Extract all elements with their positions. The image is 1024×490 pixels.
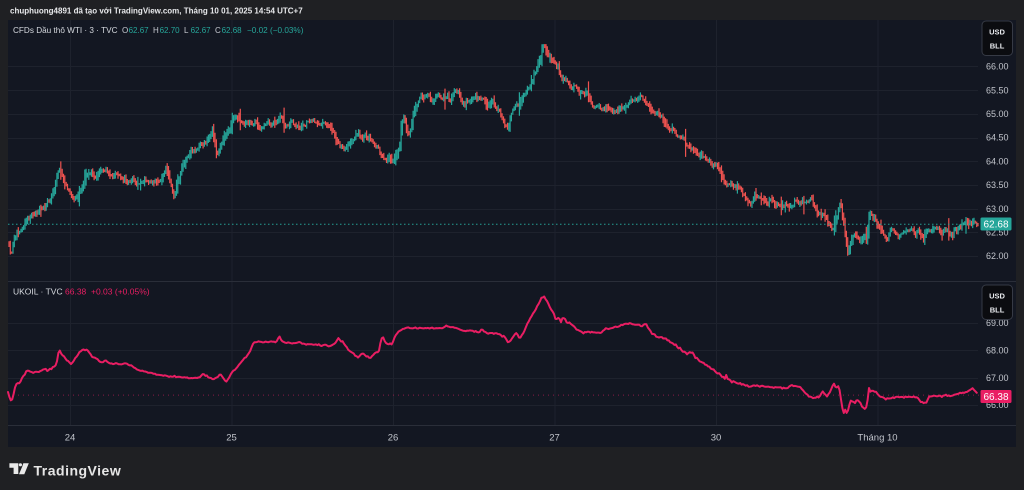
svg-text:C: C bbox=[215, 26, 221, 35]
svg-text:−0.02 (−0.03%): −0.02 (−0.03%) bbox=[247, 26, 304, 35]
svg-text:64.00: 64.00 bbox=[986, 156, 1009, 166]
svg-text:62.68: 62.68 bbox=[984, 220, 1009, 231]
svg-text:L: L bbox=[184, 26, 189, 35]
svg-text:63.00: 63.00 bbox=[986, 204, 1009, 214]
svg-text:30: 30 bbox=[711, 433, 722, 444]
svg-text:62.67: 62.67 bbox=[129, 26, 150, 35]
svg-text:+0.03 (+0.05%): +0.03 (+0.05%) bbox=[91, 287, 150, 297]
svg-text:66.00: 66.00 bbox=[986, 400, 1009, 410]
svg-text:TradingView: TradingView bbox=[34, 462, 122, 478]
svg-text:Tháng 10: Tháng 10 bbox=[857, 433, 897, 444]
svg-text:H: H bbox=[153, 26, 159, 35]
svg-text:O: O bbox=[122, 26, 128, 35]
svg-text:65.00: 65.00 bbox=[986, 109, 1009, 119]
svg-text:27: 27 bbox=[549, 433, 560, 444]
svg-text:68.00: 68.00 bbox=[986, 345, 1009, 355]
svg-text:BLL: BLL bbox=[990, 306, 1005, 315]
svg-text:65.50: 65.50 bbox=[986, 85, 1009, 95]
svg-text:26: 26 bbox=[388, 433, 399, 444]
svg-text:chuphuong4891 đã tạo với Tradi: chuphuong4891 đã tạo với TradingView.com… bbox=[10, 7, 303, 16]
svg-text:62.68: 62.68 bbox=[222, 26, 243, 35]
svg-text:63.50: 63.50 bbox=[986, 180, 1009, 190]
svg-text:62.50: 62.50 bbox=[986, 228, 1009, 238]
svg-text:66.38: 66.38 bbox=[984, 392, 1009, 403]
svg-text:24: 24 bbox=[65, 433, 76, 444]
svg-text:USD: USD bbox=[989, 292, 1005, 301]
svg-text:66.38: 66.38 bbox=[65, 287, 87, 297]
svg-text:UKOIL · TVC: UKOIL · TVC bbox=[13, 287, 63, 297]
svg-text:62.67: 62.67 bbox=[191, 26, 212, 35]
svg-text:BLL: BLL bbox=[990, 42, 1005, 51]
svg-text:62.70: 62.70 bbox=[160, 26, 181, 35]
svg-text:25: 25 bbox=[226, 433, 237, 444]
svg-text:CFDs Dầu thô WTI · 3 · TVC: CFDs Dầu thô WTI · 3 · TVC bbox=[13, 26, 118, 35]
svg-text:62.00: 62.00 bbox=[986, 251, 1009, 261]
svg-text:66.00: 66.00 bbox=[986, 62, 1009, 72]
svg-text:67.00: 67.00 bbox=[986, 373, 1009, 383]
svg-text:64.50: 64.50 bbox=[986, 133, 1009, 143]
svg-text:69.00: 69.00 bbox=[986, 318, 1009, 328]
svg-text:USD: USD bbox=[989, 28, 1005, 37]
